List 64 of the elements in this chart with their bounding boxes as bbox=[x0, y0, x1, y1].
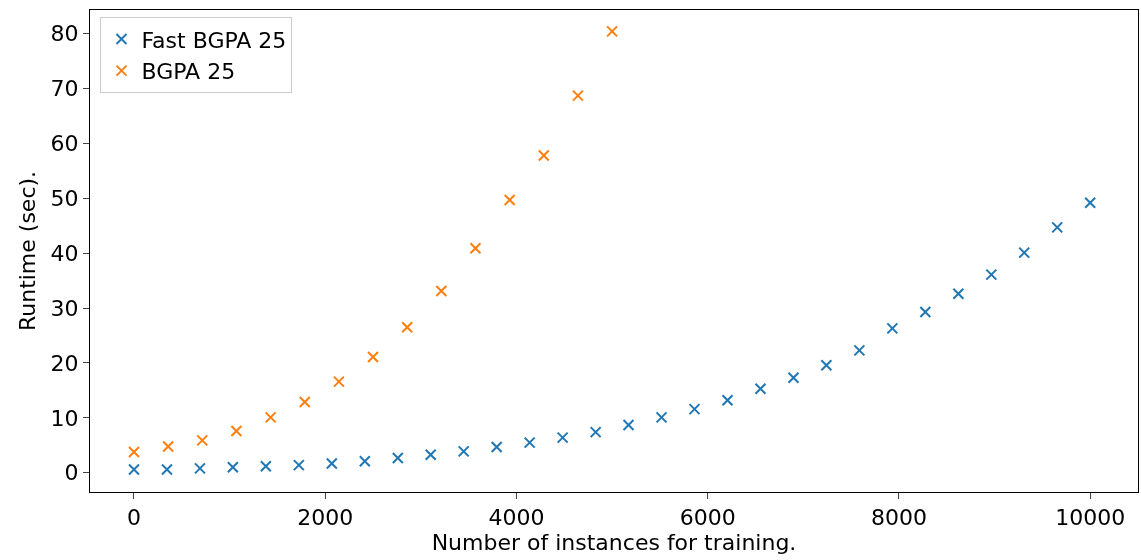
point bbox=[952, 287, 965, 300]
point bbox=[469, 242, 482, 255]
point bbox=[589, 426, 602, 439]
point bbox=[919, 305, 932, 318]
point bbox=[606, 25, 619, 38]
point bbox=[401, 321, 414, 334]
point bbox=[1051, 221, 1064, 234]
point bbox=[754, 382, 767, 395]
point bbox=[655, 411, 668, 424]
y-tick-label: 40 bbox=[50, 240, 79, 266]
y-tick-label: 50 bbox=[50, 186, 79, 211]
point bbox=[230, 425, 243, 438]
point bbox=[503, 193, 516, 206]
point bbox=[391, 451, 404, 464]
point bbox=[721, 394, 734, 407]
point bbox=[688, 403, 701, 416]
y-axis-title: Runtime (sec). bbox=[15, 170, 41, 332]
point bbox=[1084, 196, 1097, 209]
point bbox=[127, 445, 140, 458]
point bbox=[820, 359, 833, 372]
y-tick-label: 0 bbox=[64, 460, 79, 486]
y-tick-label: 60 bbox=[50, 131, 79, 157]
y-tick-label: 20 bbox=[50, 350, 79, 376]
point bbox=[537, 149, 550, 162]
x-tick-label: 10000 bbox=[1055, 505, 1126, 531]
point bbox=[1018, 246, 1031, 259]
point bbox=[325, 457, 338, 470]
point bbox=[424, 448, 437, 461]
point bbox=[571, 89, 584, 102]
point bbox=[193, 462, 206, 475]
point bbox=[853, 344, 866, 357]
x-tick-label: 8000 bbox=[870, 505, 927, 531]
point bbox=[298, 395, 311, 408]
point bbox=[490, 440, 503, 453]
point bbox=[292, 459, 305, 472]
legend-label: Fast BGPA 25 bbox=[141, 27, 287, 53]
point bbox=[332, 375, 345, 388]
point bbox=[367, 350, 380, 363]
point bbox=[886, 322, 899, 335]
x-tick-label: 2000 bbox=[297, 505, 354, 531]
x-tick-label: 0 bbox=[126, 505, 141, 531]
point bbox=[622, 419, 635, 432]
point bbox=[127, 463, 140, 476]
x-tick-label: 6000 bbox=[679, 505, 736, 531]
x-tick-label: 4000 bbox=[488, 505, 545, 531]
legend-label: BGPA 25 bbox=[141, 59, 236, 85]
point bbox=[196, 434, 209, 447]
point bbox=[358, 455, 371, 468]
point bbox=[264, 411, 277, 424]
point bbox=[787, 371, 800, 384]
point bbox=[985, 268, 998, 281]
y-tick-label: 30 bbox=[50, 295, 79, 321]
y-tick-label: 70 bbox=[50, 76, 79, 102]
point bbox=[162, 440, 175, 453]
point bbox=[435, 285, 448, 298]
x-axis-title: Number of instances for training. bbox=[431, 530, 797, 556]
point bbox=[457, 445, 470, 458]
point bbox=[259, 460, 272, 473]
y-tick-label: 10 bbox=[50, 405, 79, 431]
point bbox=[523, 436, 536, 449]
point bbox=[160, 463, 173, 476]
point bbox=[556, 431, 569, 444]
y-tick-label: 80 bbox=[50, 21, 79, 47]
point bbox=[226, 461, 239, 474]
